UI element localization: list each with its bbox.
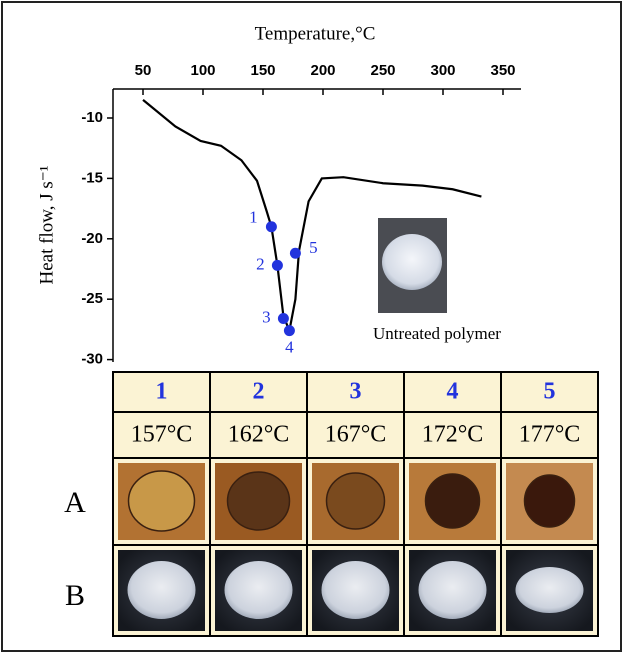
row-label: A	[64, 486, 86, 519]
x-tick-label: 300	[430, 62, 455, 79]
sample-point	[265, 221, 277, 233]
x-tick-label: 200	[310, 62, 335, 79]
x-tick-label: 100	[190, 62, 215, 79]
column-number: 1	[156, 379, 168, 405]
column-temperature: 177°C	[519, 422, 581, 448]
sample-a	[226, 471, 291, 531]
inset-sample	[382, 234, 442, 290]
sample-b	[224, 561, 293, 619]
sample-b	[418, 561, 487, 619]
sample-point	[283, 325, 295, 337]
sample-point-label: 5	[309, 238, 318, 257]
sample-point-label: 2	[256, 254, 265, 273]
sample-a	[424, 473, 481, 529]
sample-point	[271, 259, 283, 271]
sample-point	[289, 247, 301, 259]
sample-b	[515, 567, 584, 613]
column-temperature: 172°C	[422, 422, 484, 448]
y-axis-label: Heat flow, J s⁻¹	[36, 165, 57, 284]
sample-a	[325, 472, 386, 530]
sample-b	[127, 561, 196, 619]
y-tick-label: -20	[81, 230, 103, 247]
y-tick-label: -25	[81, 290, 103, 307]
y-tick-label: -15	[81, 169, 103, 186]
sample-b	[321, 561, 390, 619]
row-label: B	[65, 579, 85, 612]
sample-a	[523, 474, 576, 528]
sample-a	[127, 470, 196, 532]
x-tick-label: 350	[490, 62, 515, 79]
column-number: 3	[350, 379, 362, 405]
sample-point-label: 4	[285, 337, 294, 356]
sample-point-label: 1	[249, 208, 258, 227]
inset-label: Untreated polymer	[373, 324, 501, 343]
x-tick-label: 150	[250, 62, 275, 79]
column-number: 5	[544, 379, 556, 405]
y-tick-label: -30	[81, 351, 103, 368]
heat-flow-curve	[142, 99, 482, 335]
column-temperature: 157°C	[131, 422, 193, 448]
x-tick-label: 250	[370, 62, 395, 79]
sample-point	[277, 313, 289, 325]
column-temperature: 167°C	[325, 422, 387, 448]
column-number: 2	[253, 379, 265, 405]
x-tick-label: 50	[135, 62, 152, 79]
y-tick-label: -10	[81, 109, 103, 126]
x-axis-label: Temperature,°C	[255, 23, 376, 44]
sample-point-label: 3	[262, 307, 271, 326]
column-temperature: 162°C	[228, 422, 290, 448]
column-number: 4	[447, 379, 459, 405]
